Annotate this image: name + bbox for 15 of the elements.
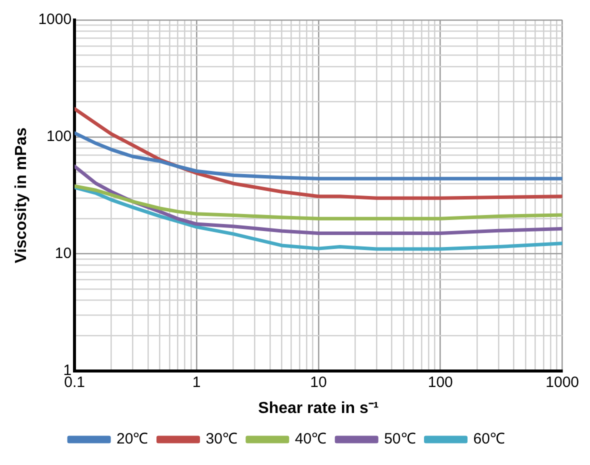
x-axis-title: Shear rate in s⁻¹ bbox=[258, 400, 379, 417]
legend-label: 20℃ bbox=[116, 430, 148, 448]
y-tick-label: 10 bbox=[54, 245, 72, 262]
legend-label: 60℃ bbox=[473, 430, 505, 448]
y-axis-title: Viscosity in mPas bbox=[13, 127, 30, 264]
x-tick-label: 100 bbox=[428, 374, 453, 391]
x-tick-label: 1000 bbox=[546, 374, 580, 391]
x-tick-label: 0.1 bbox=[64, 374, 85, 391]
legend-label: 50℃ bbox=[384, 430, 416, 448]
y-tick-label: 100 bbox=[46, 128, 72, 146]
y-tick-label: 1000 bbox=[38, 11, 72, 28]
legend-label: 40℃ bbox=[294, 430, 327, 448]
x-tick-label: 10 bbox=[310, 374, 327, 391]
x-tick-label: 1 bbox=[192, 374, 201, 391]
legend-label: 30℃ bbox=[206, 430, 238, 448]
